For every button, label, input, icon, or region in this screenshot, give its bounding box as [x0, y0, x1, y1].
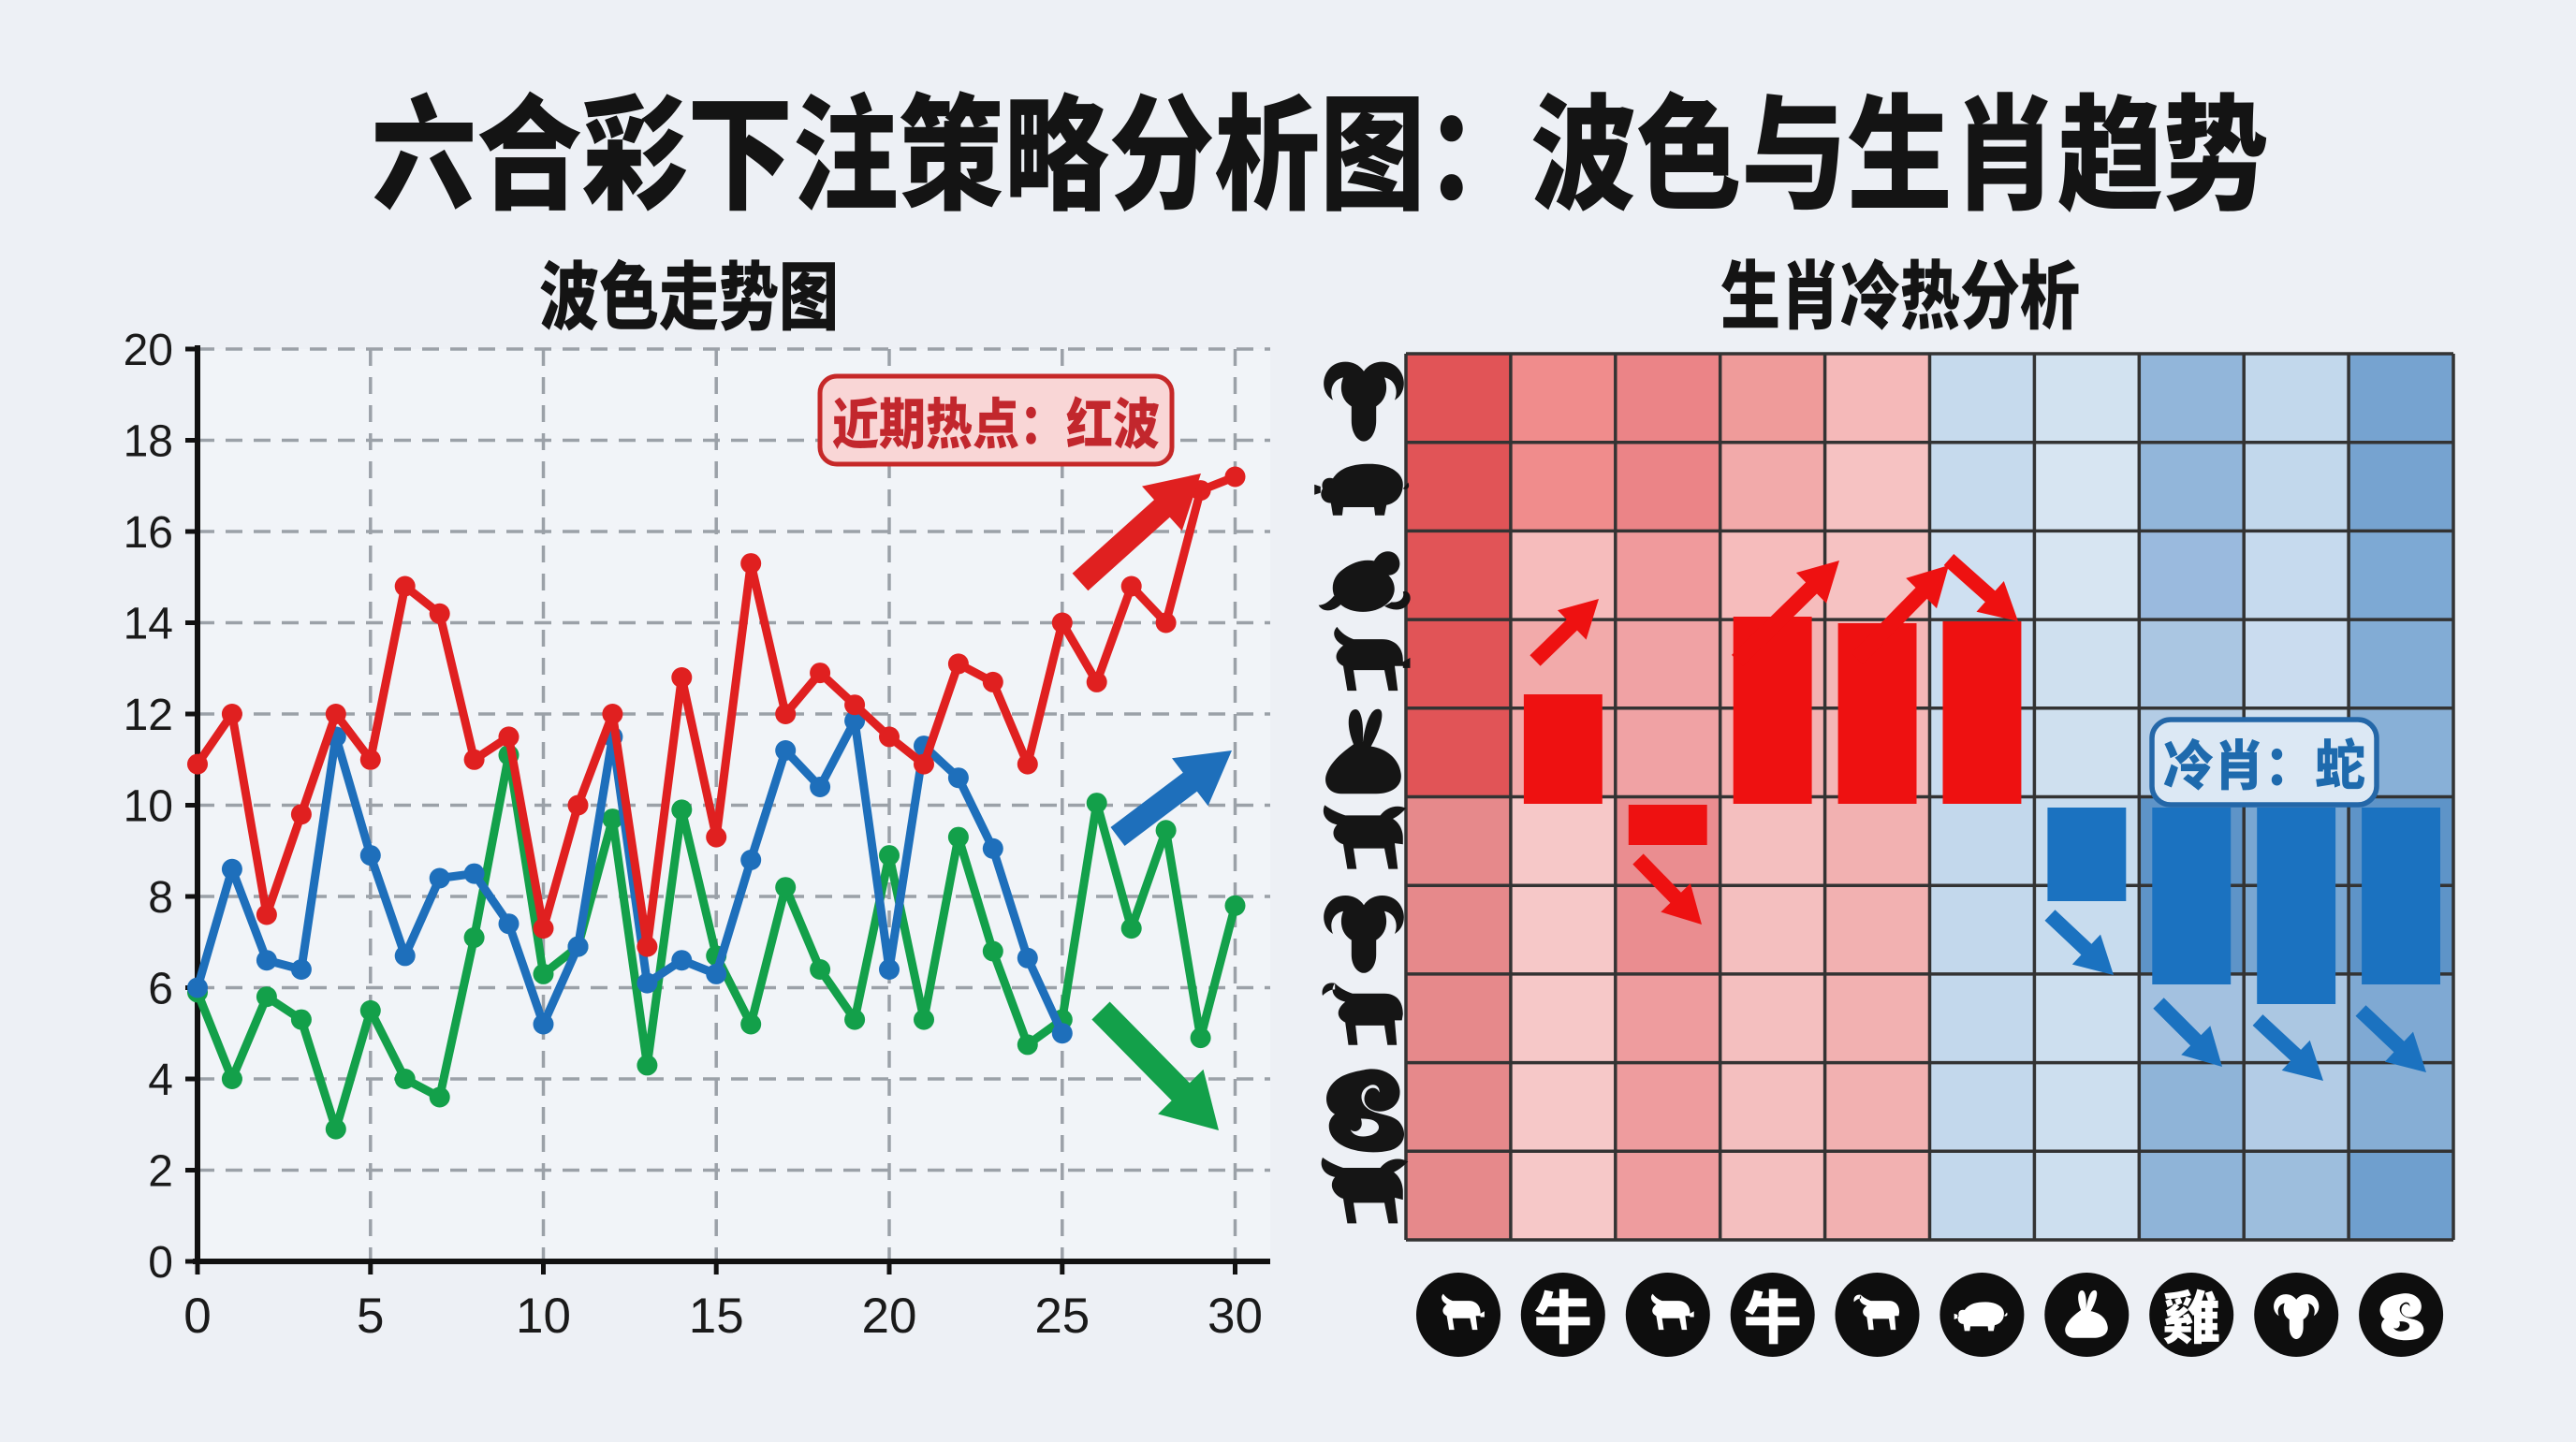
- svg-text:16: 16: [124, 508, 173, 558]
- svg-text:10: 10: [124, 782, 173, 832]
- svg-text:2: 2: [148, 1147, 173, 1197]
- svg-text:6: 6: [148, 965, 173, 1014]
- svg-text:25: 25: [1034, 1289, 1090, 1344]
- svg-text:20: 20: [862, 1289, 917, 1344]
- svg-text:14: 14: [124, 600, 173, 649]
- svg-text:18: 18: [124, 417, 173, 467]
- svg-text:5: 5: [357, 1289, 384, 1344]
- svg-text:12: 12: [124, 691, 173, 740]
- svg-text:20: 20: [124, 326, 173, 375]
- svg-text:30: 30: [1208, 1289, 1263, 1344]
- svg-text:15: 15: [689, 1289, 744, 1344]
- svg-text:0: 0: [183, 1289, 211, 1344]
- svg-text:0: 0: [148, 1238, 173, 1288]
- svg-text:8: 8: [148, 873, 173, 923]
- svg-text:4: 4: [148, 1056, 173, 1105]
- svg-text:10: 10: [516, 1289, 571, 1344]
